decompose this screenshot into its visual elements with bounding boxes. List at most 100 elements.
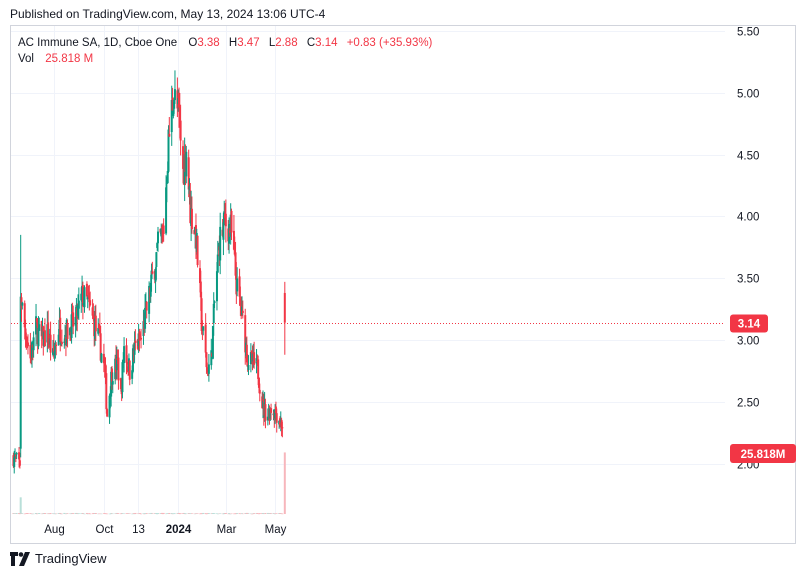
candle-body[interactable] [85, 283, 88, 297]
candle-body[interactable] [202, 326, 205, 331]
candle-body[interactable] [126, 362, 129, 365]
candle-body[interactable] [266, 416, 269, 421]
candle-body[interactable] [196, 235, 199, 266]
candle-body[interactable] [199, 281, 202, 298]
candle-body[interactable] [15, 453, 18, 455]
candle-body[interactable] [108, 395, 111, 418]
candle-body[interactable] [257, 359, 260, 379]
candle-body[interactable] [18, 452, 21, 460]
candle-body[interactable] [35, 318, 38, 323]
candle-body[interactable] [92, 314, 95, 319]
candle-body[interactable] [241, 306, 244, 315]
candle-body[interactable] [57, 334, 60, 345]
candle-body[interactable] [14, 454, 17, 456]
symbol-title[interactable]: AC Immune SA, 1D, Cboe One [18, 37, 178, 49]
candle-body[interactable] [13, 457, 16, 468]
candle-body[interactable] [131, 348, 134, 372]
candle-body[interactable] [178, 92, 181, 108]
candle-body[interactable] [49, 334, 52, 353]
candle-body[interactable] [200, 298, 203, 332]
chart-frame[interactable] [10, 25, 796, 544]
candle-body[interactable] [151, 271, 154, 274]
candle-body[interactable] [81, 285, 84, 307]
candle-body[interactable] [185, 151, 188, 177]
candle-body[interactable] [55, 344, 58, 347]
candle-body[interactable] [91, 307, 94, 316]
candle-body[interactable] [88, 292, 91, 303]
candle-body[interactable] [206, 367, 209, 371]
candle-body[interactable] [32, 337, 35, 351]
candle-body[interactable] [110, 368, 113, 383]
candle-body[interactable] [232, 230, 235, 250]
candle-body[interactable] [167, 129, 170, 172]
candle-body[interactable] [119, 378, 122, 390]
candle-body[interactable] [54, 345, 57, 350]
candle-body[interactable] [24, 328, 27, 336]
candle-body[interactable] [168, 133, 171, 137]
candle-body[interactable] [14, 455, 17, 457]
candle-body[interactable] [205, 352, 208, 368]
candle-body[interactable] [189, 190, 192, 223]
candle-body[interactable] [115, 356, 118, 371]
candle-body[interactable] [155, 252, 158, 268]
candle-body[interactable] [77, 305, 80, 316]
candle-body[interactable] [156, 243, 159, 248]
candle-body[interactable] [104, 364, 107, 375]
candle-body[interactable] [165, 187, 168, 234]
candle-body[interactable] [269, 408, 272, 419]
candle-body[interactable] [161, 227, 164, 229]
candle-body[interactable] [121, 362, 124, 393]
candle-body[interactable] [213, 301, 216, 303]
candle-body[interactable] [172, 110, 175, 116]
candle-body[interactable] [187, 157, 190, 190]
candle-body[interactable] [89, 300, 92, 306]
candle-body[interactable] [230, 210, 233, 233]
candle-body[interactable] [160, 228, 163, 237]
candle-body[interactable] [188, 186, 191, 195]
candle-body[interactable] [211, 325, 214, 359]
candle-body[interactable] [150, 270, 153, 280]
candle-body[interactable] [100, 353, 103, 363]
volume-title[interactable]: Vol [18, 53, 34, 65]
candle-body[interactable] [250, 350, 253, 354]
candle-body[interactable] [131, 370, 134, 379]
candle-body[interactable] [106, 409, 109, 417]
candle-body[interactable] [239, 299, 242, 306]
candle-body[interactable] [257, 377, 260, 388]
candle-body[interactable] [21, 302, 24, 306]
candle-body[interactable] [30, 357, 33, 361]
candle-body[interactable] [68, 328, 71, 336]
candle-body[interactable] [94, 315, 97, 332]
candle-body[interactable] [224, 213, 227, 227]
candle-body[interactable] [275, 413, 278, 423]
candle-body[interactable] [228, 224, 231, 244]
candle-body[interactable] [247, 365, 250, 371]
candle-body[interactable] [47, 322, 50, 344]
candle-body[interactable] [59, 317, 62, 343]
candle-body[interactable] [72, 312, 75, 327]
candle-body[interactable] [204, 324, 207, 353]
candle-body[interactable] [86, 297, 89, 300]
candle-body[interactable] [52, 346, 55, 353]
candle-body[interactable] [38, 324, 41, 331]
candle-body[interactable] [207, 364, 210, 374]
candle-body[interactable] [80, 293, 83, 301]
candle-body[interactable] [244, 315, 247, 353]
candle-body[interactable] [19, 296, 22, 449]
candle-body[interactable] [222, 222, 225, 240]
candle-body[interactable] [173, 102, 176, 109]
candle-body[interactable] [102, 353, 105, 364]
candle-body[interactable] [43, 330, 46, 347]
candle-body[interactable] [154, 269, 157, 282]
candle-body[interactable] [134, 340, 137, 343]
candle-body[interactable] [234, 252, 237, 276]
candle-body[interactable] [63, 341, 66, 343]
candle-body[interactable] [219, 226, 222, 261]
candle-body[interactable] [60, 341, 63, 345]
candle-body[interactable] [182, 146, 185, 169]
candle-body[interactable] [35, 316, 38, 335]
candle-body[interactable] [253, 352, 256, 365]
candle-body[interactable] [25, 336, 28, 346]
candle-body[interactable] [138, 331, 141, 341]
